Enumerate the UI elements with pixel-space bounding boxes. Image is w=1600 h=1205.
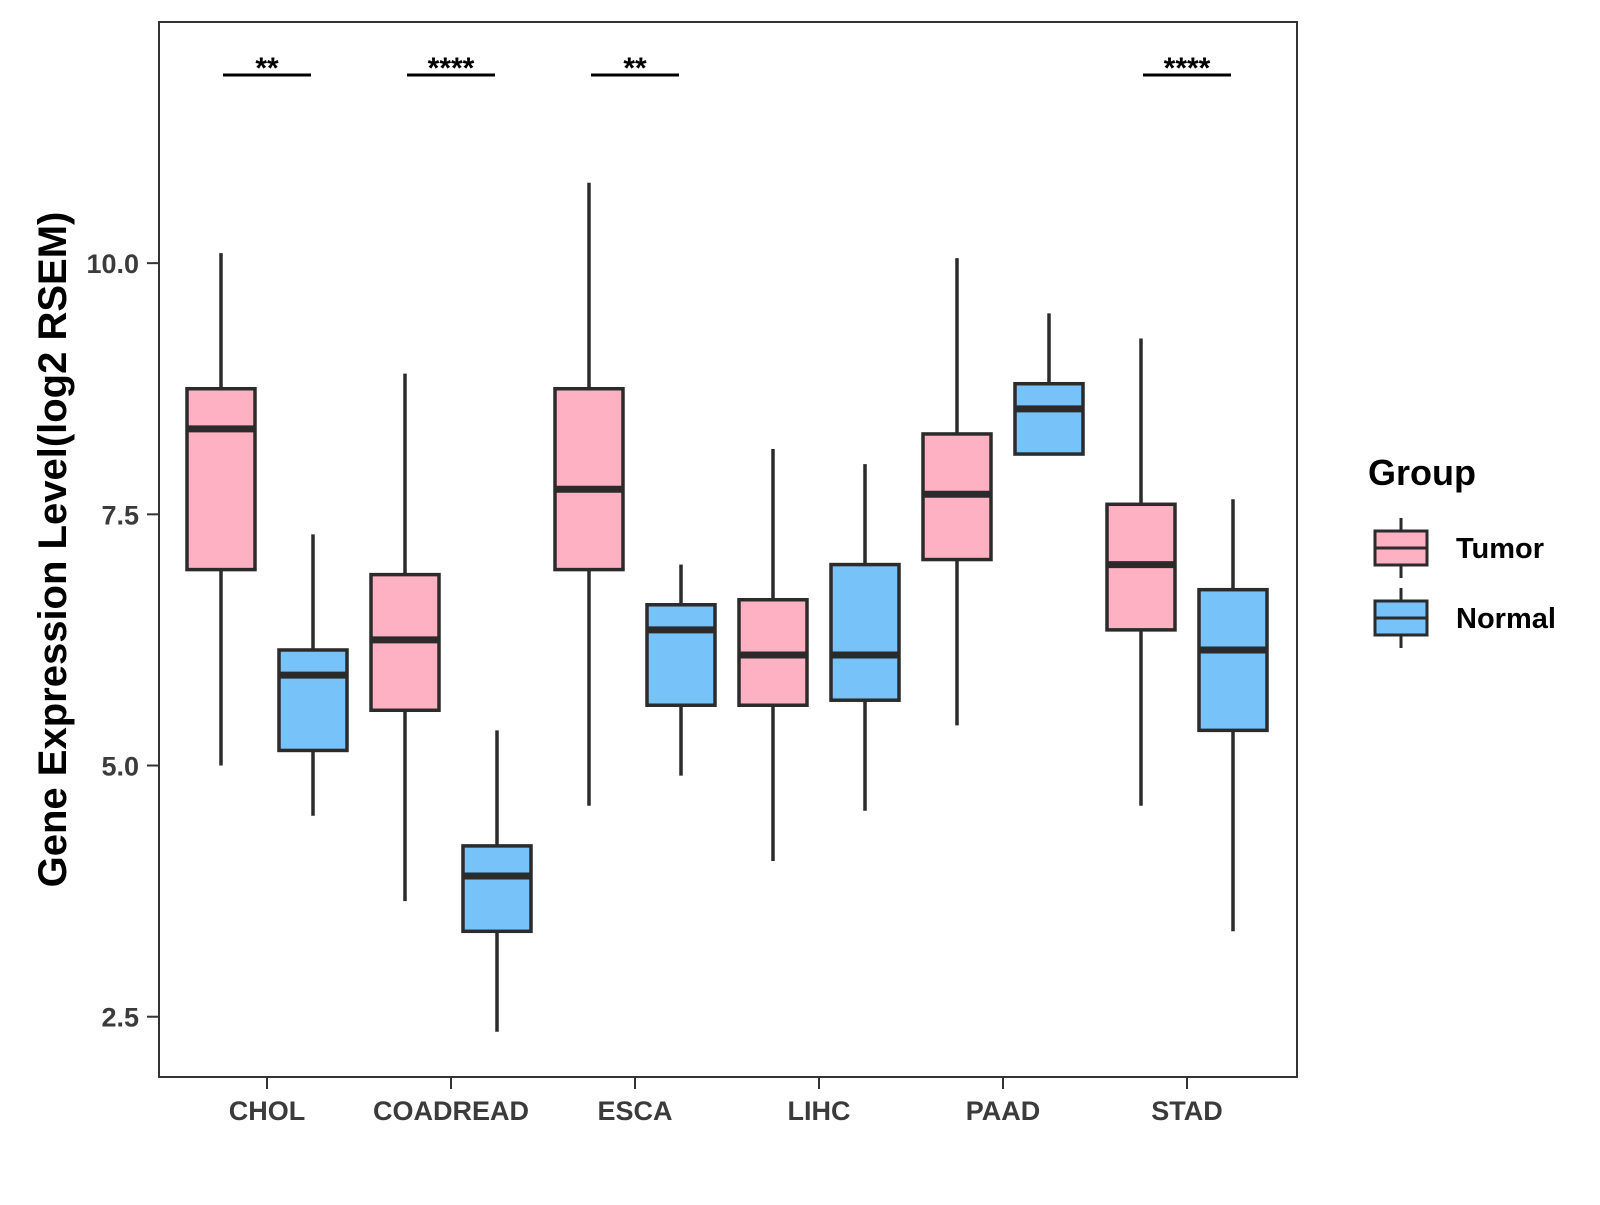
legend-label-tumor: Tumor (1456, 533, 1544, 565)
legend-item-tumor: Tumor (1373, 518, 1544, 578)
box-body-normal-coadread (461, 844, 533, 934)
sig-label-esca: ** (623, 52, 647, 85)
box-normal-esca (645, 564, 717, 776)
box-body-normal-paad (1013, 381, 1085, 456)
x-tick-label-coadread: COADREAD (373, 1096, 529, 1126)
x-tick-label-chol: CHOL (229, 1096, 306, 1126)
sig-label-stad: **** (1164, 52, 1211, 85)
box-normal-paad (1013, 313, 1085, 456)
box-tumor-esca (553, 182, 625, 806)
y-tick-label-1: 5.0 (101, 752, 139, 782)
legend-label-normal: Normal (1456, 603, 1556, 635)
box-normal-coadread (461, 730, 533, 1032)
x-tick-label-lihc: LIHC (788, 1096, 851, 1126)
legend-title: Group (1368, 452, 1476, 493)
box-normal-chol (277, 534, 349, 816)
y-axis: 2.5 5.0 7.5 10.0 (86, 249, 159, 1033)
sig-label-coadread: **** (428, 52, 475, 85)
box-body-tumor-chol (185, 386, 257, 572)
box-body-tumor-esca (553, 386, 625, 572)
y-tick-label-3: 10.0 (86, 249, 139, 279)
x-tick-label-esca: ESCA (597, 1096, 672, 1126)
box-tumor-chol (185, 253, 257, 766)
box-tumor-paad (921, 258, 993, 726)
box-normal-stad (1197, 499, 1269, 932)
box-body-normal-esca (645, 603, 717, 707)
significance-annotations: ** **** ** **** (223, 52, 1231, 85)
y-tick-label-0: 2.5 (101, 1003, 139, 1033)
box-body-normal-stad (1197, 587, 1269, 733)
y-axis-title: Gene Expression Level(log2 RSEM) (31, 212, 75, 888)
plot-panel (158, 21, 1298, 1078)
box-tumor-lihc (737, 449, 809, 861)
panel-border (158, 21, 1298, 1078)
y-tick-label-2: 7.5 (101, 500, 139, 530)
legend: Group Tumor Normal (1368, 452, 1556, 648)
box-tumor-coadread (369, 373, 441, 902)
box-series (185, 182, 1269, 1032)
x-axis: CHOL COADREAD ESCA LIHC PAAD STAD (229, 1077, 1223, 1126)
x-tick-label-stad: STAD (1151, 1096, 1223, 1126)
box-tumor-stad (1105, 338, 1177, 806)
x-tick-label-paad: PAAD (966, 1096, 1041, 1126)
legend-item-normal: Normal (1373, 588, 1556, 648)
sig-label-chol: ** (255, 52, 279, 85)
box-body-normal-chol (277, 648, 349, 753)
box-body-normal-lihc (829, 562, 901, 702)
box-normal-lihc (829, 464, 901, 811)
